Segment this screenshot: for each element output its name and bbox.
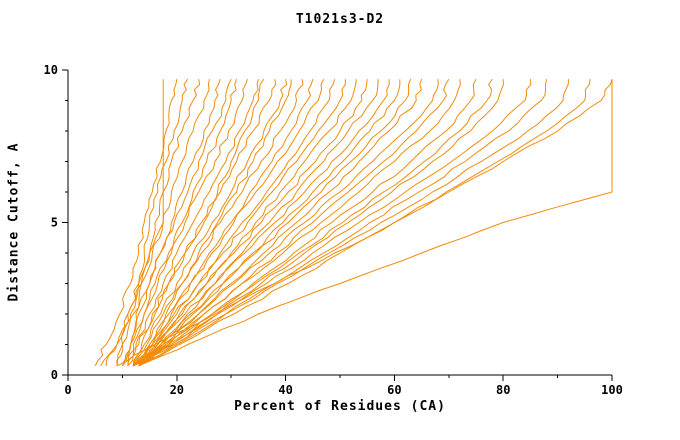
series-line xyxy=(133,79,532,367)
series-line xyxy=(127,79,259,366)
series-line xyxy=(100,78,232,367)
x-tick-label: 100 xyxy=(601,383,623,397)
y-axis-label: Distance Cutoff, A xyxy=(6,142,22,302)
x-tick-label: 80 xyxy=(496,383,510,397)
x-tick-label: 60 xyxy=(387,383,401,397)
series-line xyxy=(127,79,238,366)
chart-title: T1021s3-D2 xyxy=(295,12,385,27)
series-line xyxy=(132,79,304,367)
series-line xyxy=(138,78,477,367)
series-line xyxy=(138,79,423,367)
series-line xyxy=(138,79,401,367)
series-line xyxy=(116,79,201,366)
series-line xyxy=(138,79,613,367)
series-line xyxy=(138,79,379,367)
series-line xyxy=(138,79,591,367)
x-axis-label: Percent of Residues (CA) xyxy=(234,399,446,414)
series-line xyxy=(133,79,569,367)
series-line xyxy=(138,79,292,367)
series-line xyxy=(133,79,461,367)
series-line xyxy=(116,79,613,367)
x-tick-label: 40 xyxy=(278,383,292,397)
y-tick-label: 0 xyxy=(51,368,58,382)
series-line xyxy=(132,78,325,367)
series-line xyxy=(121,79,221,367)
series-line xyxy=(138,79,357,367)
series-line xyxy=(138,78,450,367)
series-line xyxy=(138,79,504,367)
series-line xyxy=(122,79,248,367)
series-line xyxy=(105,79,210,366)
x-tick-label: 20 xyxy=(170,383,184,397)
series-line xyxy=(132,79,368,367)
series-line xyxy=(138,79,336,367)
series-line xyxy=(132,79,412,367)
series-line xyxy=(138,79,548,367)
x-tick-label: 0 xyxy=(64,383,71,397)
y-tick-label: 10 xyxy=(44,63,58,77)
series-line xyxy=(133,79,439,367)
series-line xyxy=(121,79,164,367)
series-line xyxy=(132,79,346,367)
y-tick-label: 5 xyxy=(51,216,58,230)
series-line xyxy=(132,79,288,366)
series-line xyxy=(94,79,178,367)
series-line xyxy=(127,79,277,367)
series-line xyxy=(132,79,390,367)
